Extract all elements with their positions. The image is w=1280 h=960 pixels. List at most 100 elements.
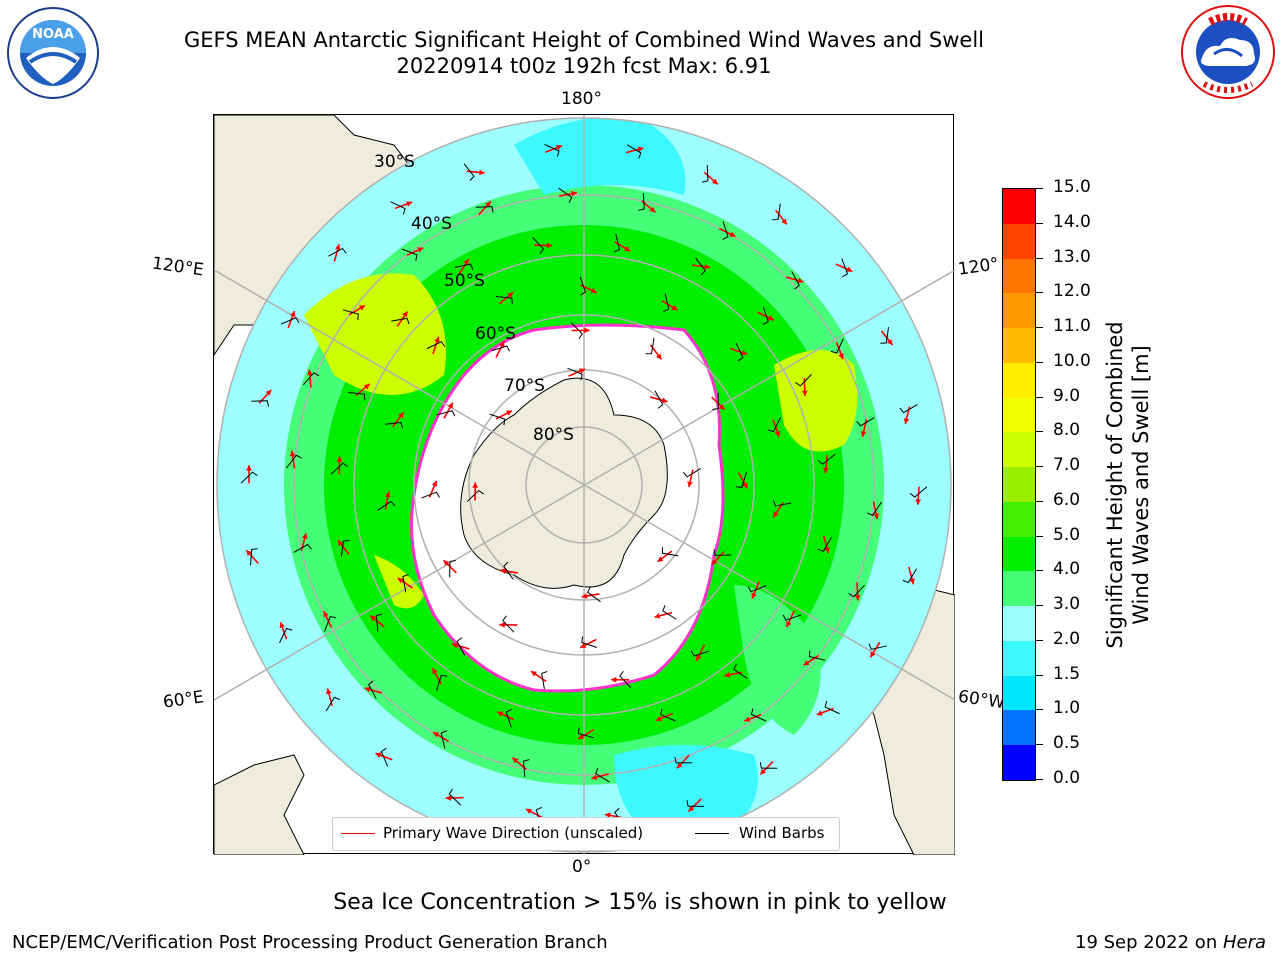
wind-barb: [701, 164, 709, 183]
wave-arrow-head: [472, 482, 479, 488]
wind-barb: [782, 614, 802, 621]
colorbar-band: [1003, 292, 1035, 329]
date-text: 19 Sep 2022 on Hera: [1075, 932, 1266, 953]
wind-barb: [795, 374, 812, 387]
wind-barb: [503, 561, 514, 580]
lon-label-120e: 120°E: [150, 253, 205, 281]
wave-arrow-head: [279, 622, 285, 629]
colorbar-label-line2: Wind Waves and Swell [m]: [1129, 345, 1153, 625]
wind-barb: [280, 317, 300, 325]
wave-arrow-head: [823, 467, 829, 474]
wave-arrow-head: [854, 595, 861, 601]
wind-barb: [909, 486, 928, 498]
wind-barb: [391, 317, 410, 325]
colorbar-band: [1003, 397, 1035, 433]
wind-barb: [638, 192, 645, 211]
machine-name: Hera: [1222, 932, 1266, 953]
wind-barb: [475, 206, 494, 213]
wind-barb: [279, 627, 293, 644]
wind-barb: [899, 404, 918, 414]
colorbar-tick-label: 11.0: [1053, 316, 1091, 337]
lat-label-30s: 30°S: [374, 152, 415, 172]
wave-arrow-head: [688, 805, 695, 812]
wind-barb: [558, 187, 573, 203]
wave-arrow-head: [485, 201, 491, 208]
wind-barb: [579, 276, 587, 296]
wave-arrow-head: [531, 671, 538, 677]
lat-label-40s: 40°S: [411, 214, 452, 234]
colorbar-tick-mark: [1035, 431, 1043, 433]
wind-barb: [735, 342, 744, 362]
wind-barb: [505, 708, 512, 728]
colorbar-tick-mark: [1035, 396, 1043, 398]
wind-barb: [902, 568, 918, 584]
colorbar-tick-mark: [1035, 779, 1043, 780]
wave-arrow-head: [661, 397, 668, 404]
wind-barb: [440, 730, 447, 749]
wave-arrow-head: [605, 812, 611, 819]
wind-barb: [830, 338, 844, 354]
wind-barb: [577, 727, 595, 739]
wind-barb: [541, 670, 548, 690]
wave-legend-swatch: [341, 833, 375, 834]
wind-barb: [663, 293, 670, 312]
wave-arrow-head: [323, 611, 329, 618]
wind-barb: [240, 471, 258, 484]
wave-arrow-head: [774, 430, 781, 437]
wind-barb: [380, 747, 389, 767]
colorbar-tick-label: 1.5: [1053, 663, 1081, 684]
wave-arrow-head: [434, 336, 440, 343]
wave-arrow-head: [657, 556, 664, 562]
wave-arrow-head: [580, 642, 587, 648]
colorbar-tick-label: 3.0: [1053, 594, 1081, 615]
ice-note: Sea Ice Concentration > 15% is shown in …: [333, 890, 947, 915]
lon-label-60e: 60°E: [161, 687, 206, 713]
wind-barb: [772, 500, 792, 507]
wave-legend-label: Primary Wave Direction (unscaled): [383, 824, 644, 842]
wave-arrow-head: [397, 578, 404, 584]
wave-arrow-head: [445, 795, 451, 801]
wind-barb: [384, 421, 404, 429]
colorbar-tick-label: 10.0: [1053, 350, 1091, 371]
wind-barb: [722, 221, 729, 240]
wind-barb: [491, 345, 511, 352]
wave-arrow-head: [500, 568, 506, 574]
wave-arrow-head: [838, 353, 844, 360]
wave-arrow-head: [773, 511, 779, 518]
lat-label-50s: 50°S: [444, 271, 485, 291]
wave-arrow-head: [512, 757, 519, 764]
wave-arrow-head: [654, 613, 661, 619]
noaa-logo: NOAA: [7, 7, 99, 99]
wave-arrow-head: [751, 592, 757, 599]
wind-barb: [581, 636, 598, 648]
wave-arrow-head: [433, 732, 440, 738]
colorbar-tick-mark: [1035, 639, 1043, 641]
wave-arrow-head: [801, 390, 808, 396]
lat-label-80s: 80°S: [533, 425, 574, 445]
lon-label-120w: 120°: [956, 254, 1001, 280]
map-title: GEFS MEAN Antarctic Significant Height o…: [183, 28, 985, 52]
wind-barb: [856, 417, 875, 427]
colorbar-tick-mark: [1035, 535, 1043, 537]
wave-arrow-head: [581, 593, 588, 599]
wind-barb: [342, 309, 359, 321]
date-prefix: 19 Sep 2022 on: [1075, 932, 1223, 953]
colorbar-band: [1003, 327, 1035, 363]
colorbar-tick-mark: [1035, 709, 1043, 711]
wave-arrow-head: [760, 768, 767, 775]
wave-arrow-head: [860, 431, 867, 437]
wind-barb: [377, 500, 396, 511]
wind-barb: [654, 390, 664, 409]
wave-arrow-head: [729, 231, 736, 237]
wave-arrow-head: [724, 672, 731, 678]
wave-arrow-head: [846, 266, 853, 272]
wind-barb: [613, 233, 621, 253]
wave-arrow-head: [742, 482, 748, 489]
wave-arrow-head: [649, 206, 656, 213]
wave-arrow-head: [402, 311, 408, 318]
colorbar-tick-label: 6.0: [1053, 489, 1081, 510]
wave-arrow-head: [337, 540, 344, 547]
wave-arrow-head: [711, 178, 718, 185]
wind-barb: [712, 392, 719, 411]
wave-arrow-head: [578, 733, 585, 739]
